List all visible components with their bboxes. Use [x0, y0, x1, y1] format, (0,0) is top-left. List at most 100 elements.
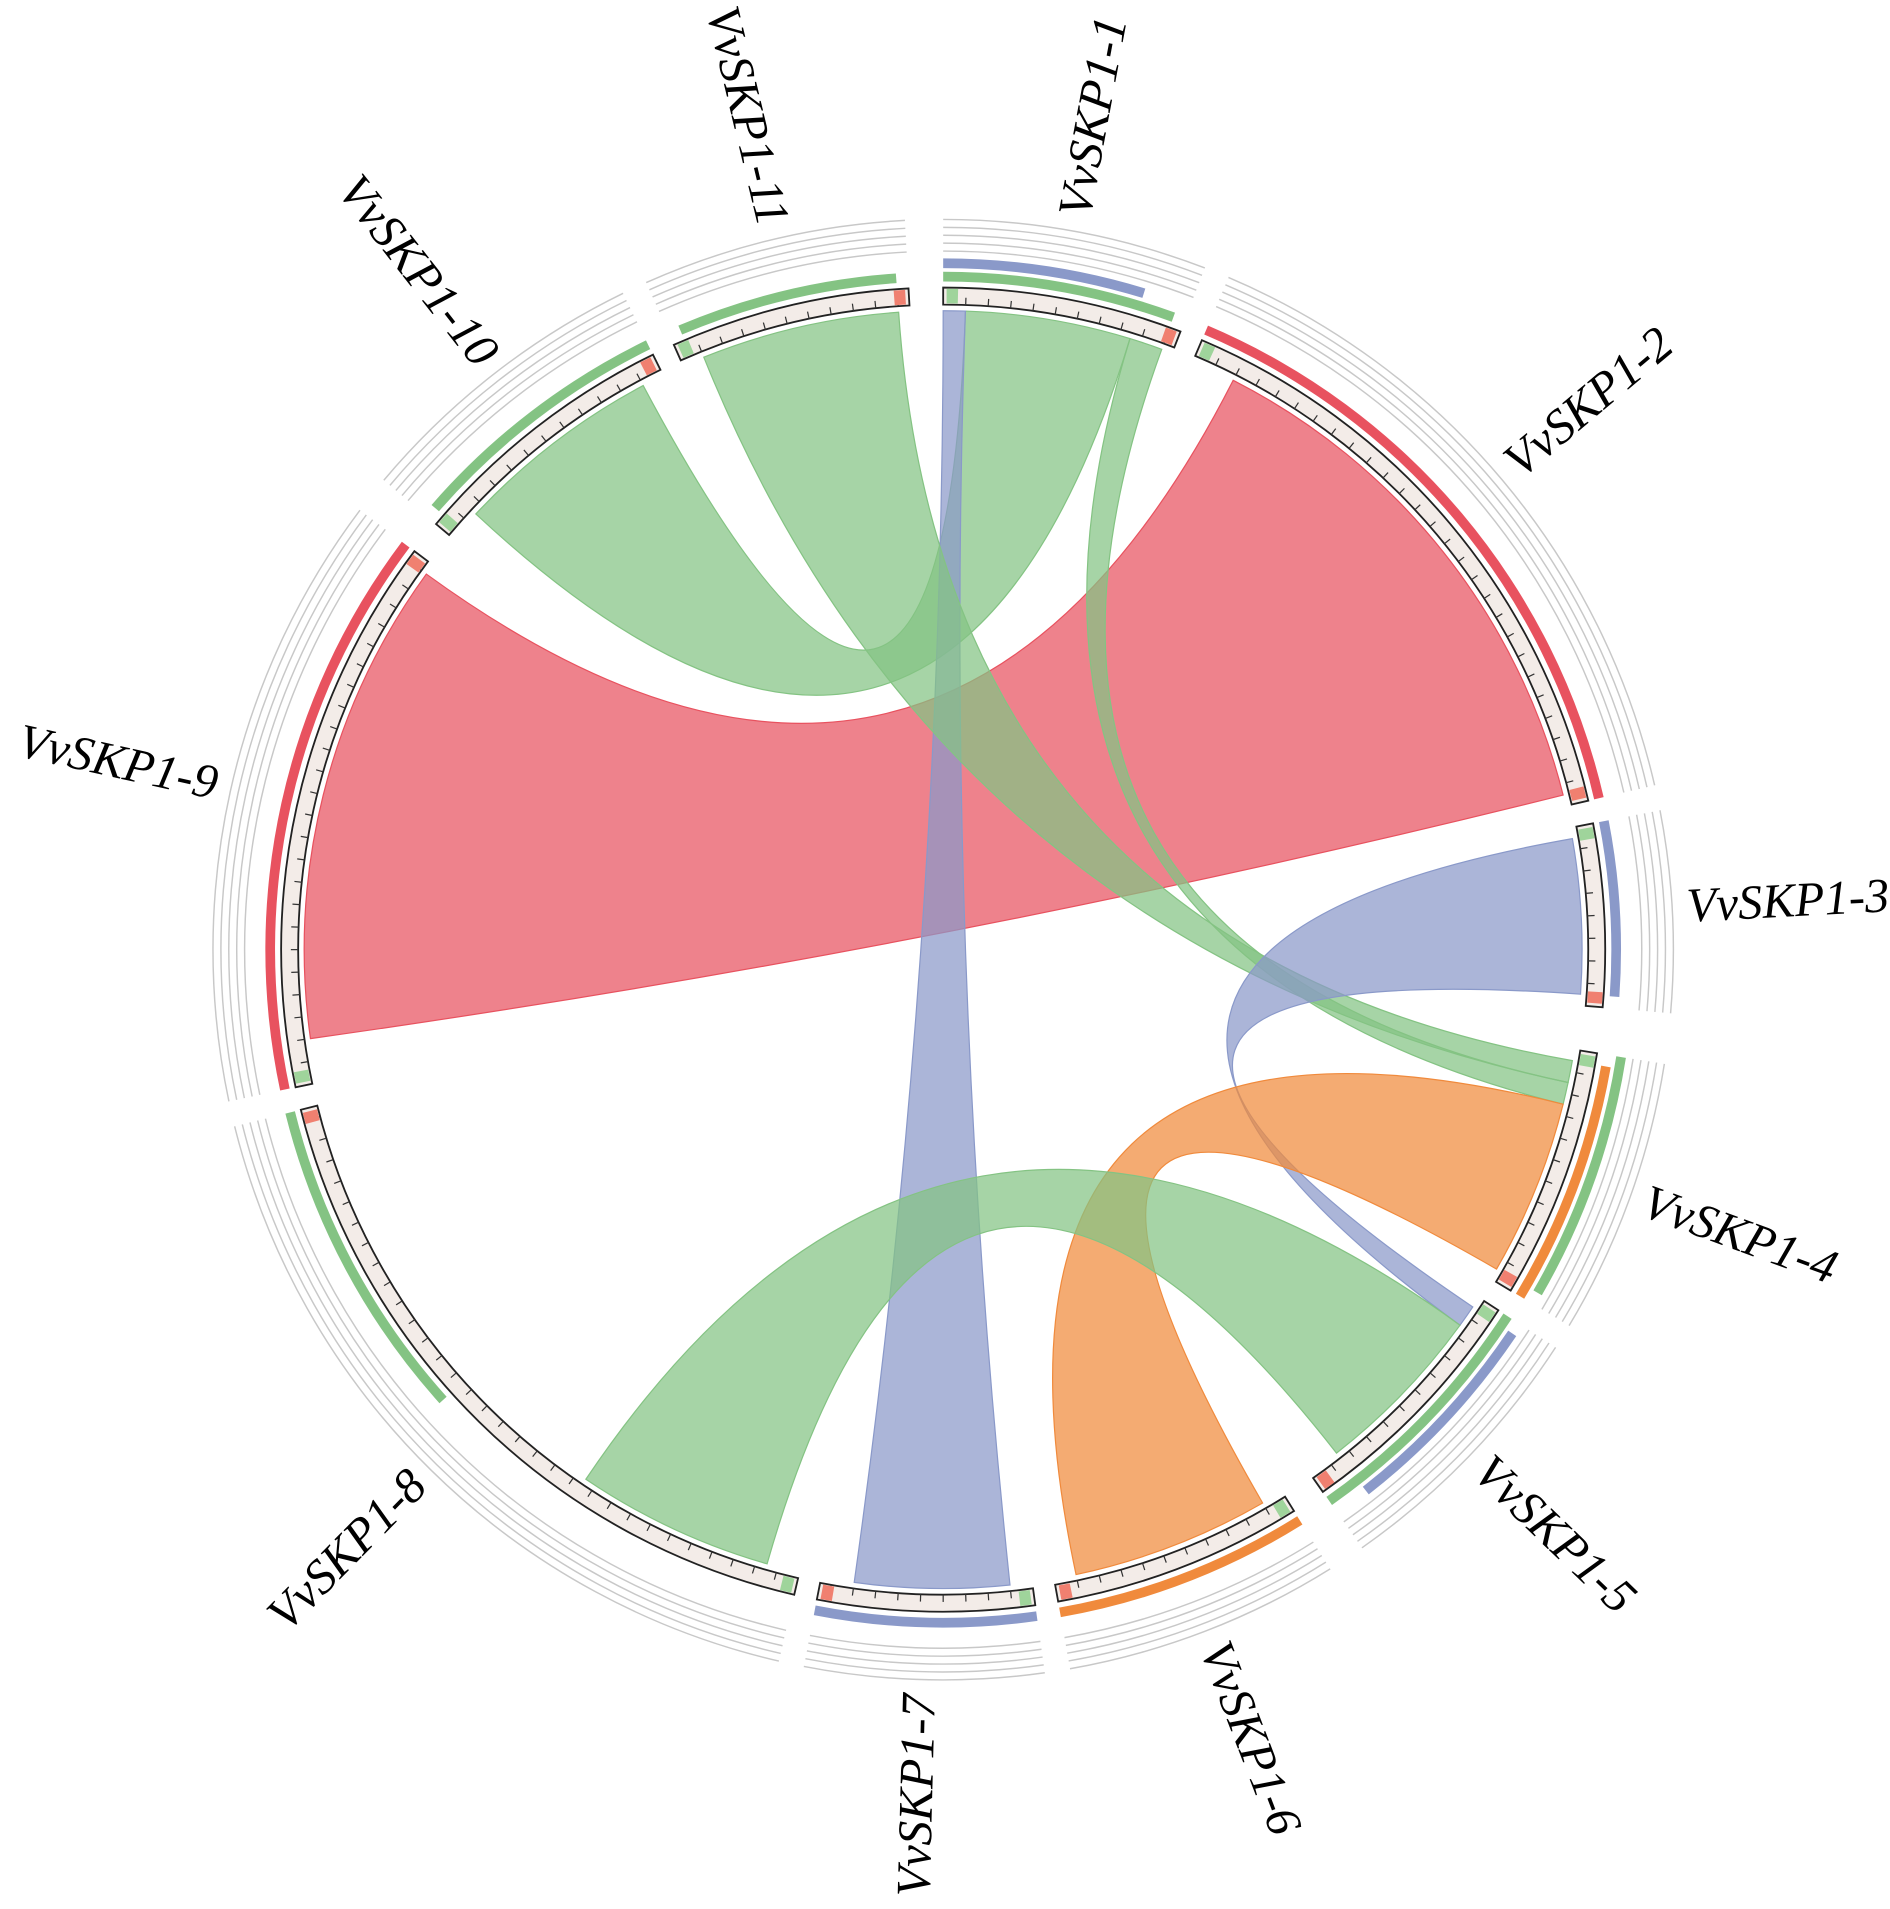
tick	[719, 336, 724, 344]
feature-bar	[285, 1111, 447, 1404]
tick	[1414, 504, 1421, 511]
tick	[1507, 632, 1514, 638]
tick	[1032, 303, 1035, 311]
tick	[489, 479, 496, 487]
tick	[1076, 311, 1080, 319]
end-mark	[893, 289, 906, 306]
outer-ring	[212, 509, 361, 1102]
tick	[1444, 538, 1451, 545]
track	[672, 287, 911, 362]
tick	[389, 603, 397, 609]
tick	[292, 994, 300, 996]
outer-ring	[1222, 291, 1641, 790]
tick	[1312, 414, 1318, 422]
tick	[506, 464, 513, 471]
outer-ring	[808, 1642, 1042, 1657]
tick	[361, 1241, 369, 1247]
track	[280, 549, 430, 1089]
tick	[1536, 1201, 1544, 1206]
tick	[751, 1566, 756, 1574]
end-mark	[1498, 1269, 1518, 1287]
outer-ring	[407, 321, 638, 502]
outer-ring	[803, 1665, 1045, 1681]
tick	[1429, 521, 1436, 527]
tick	[1576, 1072, 1584, 1075]
tick	[532, 1450, 538, 1457]
tick	[1163, 1555, 1167, 1563]
tick	[1583, 869, 1591, 872]
tick	[1274, 390, 1280, 398]
end-mark	[406, 554, 426, 573]
outer-ring	[809, 1634, 1041, 1649]
node-label: VvSKP1-2	[1493, 316, 1683, 488]
end-mark	[1058, 1583, 1073, 1600]
tick	[1120, 1569, 1124, 1577]
tick	[1184, 1547, 1189, 1555]
tick	[356, 663, 364, 668]
tick	[347, 683, 355, 688]
track	[1311, 1299, 1500, 1494]
tick	[1414, 1389, 1421, 1395]
tick	[1382, 472, 1389, 479]
tick	[874, 300, 877, 309]
outer-ring	[220, 514, 367, 1100]
tick	[315, 769, 324, 773]
end-mark	[946, 288, 959, 304]
tick	[310, 791, 318, 795]
tick	[1517, 1241, 1525, 1247]
tick	[708, 1551, 713, 1559]
tick	[1545, 1180, 1553, 1184]
outer-ring	[805, 1657, 1044, 1673]
tick	[596, 396, 602, 403]
outer-ring	[1561, 1062, 1658, 1323]
tick	[577, 408, 583, 416]
tick	[587, 1490, 593, 1498]
feature-bar	[265, 541, 410, 1091]
tick	[1429, 1372, 1436, 1379]
tick	[458, 512, 465, 519]
tick	[395, 1300, 403, 1306]
end-mark	[1161, 327, 1177, 346]
node-label: VvSKP1-7	[887, 1692, 946, 1898]
tick	[550, 1464, 556, 1471]
tick	[1141, 1562, 1146, 1571]
node-label: VvSKP1-1	[1048, 12, 1138, 221]
tick	[1545, 715, 1553, 720]
tick	[1141, 329, 1146, 337]
tick	[402, 584, 409, 590]
chord	[1086, 337, 1569, 1105]
tick	[1098, 1575, 1102, 1583]
outer-ring	[658, 251, 907, 313]
outer-ring	[1643, 813, 1659, 1013]
outer-ring	[383, 292, 624, 481]
end-mark	[1578, 826, 1595, 841]
tick	[1566, 1115, 1574, 1120]
tick	[1293, 402, 1299, 410]
end-mark	[677, 340, 694, 358]
tick	[383, 1281, 391, 1287]
outer-ring	[1067, 1554, 1323, 1654]
outer-ring	[241, 1124, 781, 1655]
tick	[1580, 846, 1588, 850]
outer-ring	[264, 1118, 787, 1632]
feature-bar	[431, 340, 651, 512]
node-label: VvSKP1-5	[1464, 1444, 1647, 1624]
node-label: VvSKP1-6	[1189, 1634, 1312, 1843]
tick	[987, 298, 990, 307]
tick	[408, 1319, 416, 1325]
tick	[1330, 428, 1337, 435]
tick	[606, 1502, 612, 1510]
end-mark	[1273, 1499, 1291, 1518]
outer-ring	[233, 1126, 780, 1662]
end-mark	[1316, 1470, 1335, 1490]
outer-ring	[1068, 1561, 1327, 1662]
tick	[294, 880, 302, 883]
outer-ring	[943, 218, 1206, 269]
tick	[568, 1477, 574, 1485]
tick	[1559, 1137, 1568, 1141]
outer-ring	[943, 250, 1194, 299]
tick	[450, 1372, 457, 1379]
tick	[741, 329, 745, 337]
outer-ring	[1225, 284, 1648, 788]
tick	[897, 1593, 899, 1601]
